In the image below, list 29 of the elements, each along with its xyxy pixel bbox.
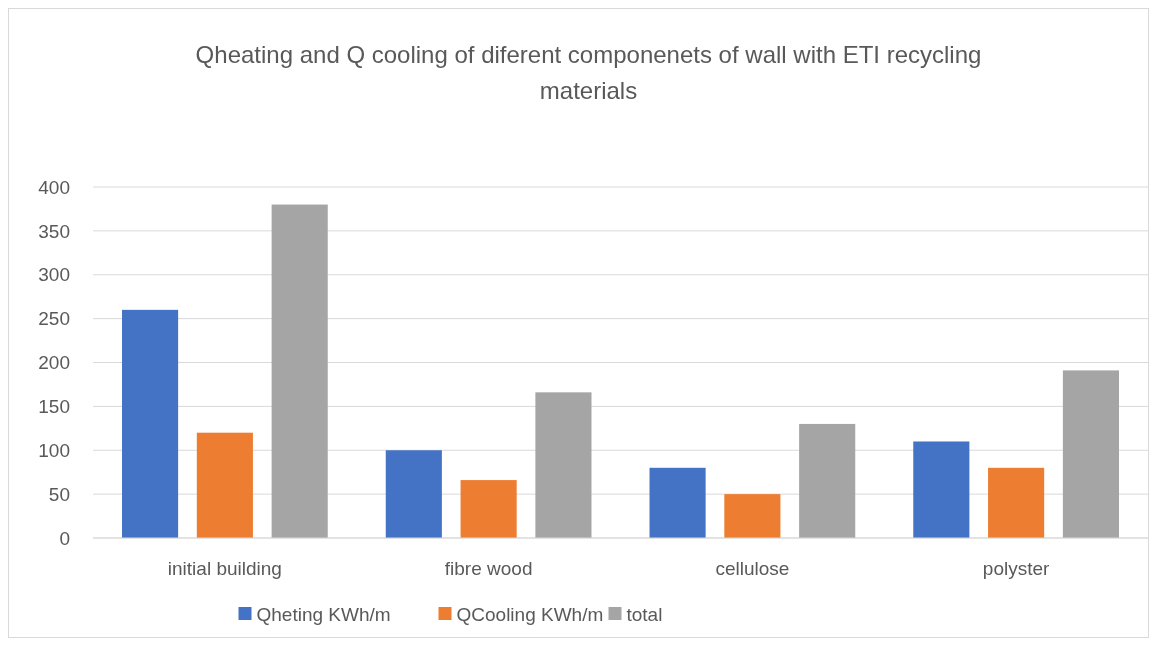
bar [988,467,1045,538]
bar [724,494,781,538]
x-tick-label: polyster [982,558,1051,579]
x-tick-label: initial building [167,558,282,579]
y-tick-label: 100 [38,439,70,461]
y-tick-label: 200 [38,352,70,374]
y-tick-label: 50 [48,483,70,505]
bar [196,432,253,538]
bar [1062,370,1119,538]
legend-label: QCooling KWh/m [456,604,604,625]
chart-title: Qheating and Q cooling of diferent componenets of wall with ETI recycling materials [195,41,982,104]
x-tick-label: fibre wood [444,558,533,579]
y-tick-label: 300 [38,264,70,286]
y-tick-label: 400 [38,176,70,198]
legend-label: total [626,604,663,625]
legend-label: Qheting KWh/m [256,604,391,625]
y-tick-label: 0 [59,527,70,549]
y-tick-label: 150 [38,396,70,418]
bar [799,423,856,538]
bar [460,480,517,538]
bar [385,450,442,538]
y-tick-label: 250 [38,308,70,330]
bar [913,441,970,538]
bar [122,309,179,538]
y-tick-label: 350 [38,220,70,242]
x-tick-label: cellulose [715,558,790,579]
bar [271,204,328,538]
bar [535,392,592,538]
bar [649,467,706,538]
